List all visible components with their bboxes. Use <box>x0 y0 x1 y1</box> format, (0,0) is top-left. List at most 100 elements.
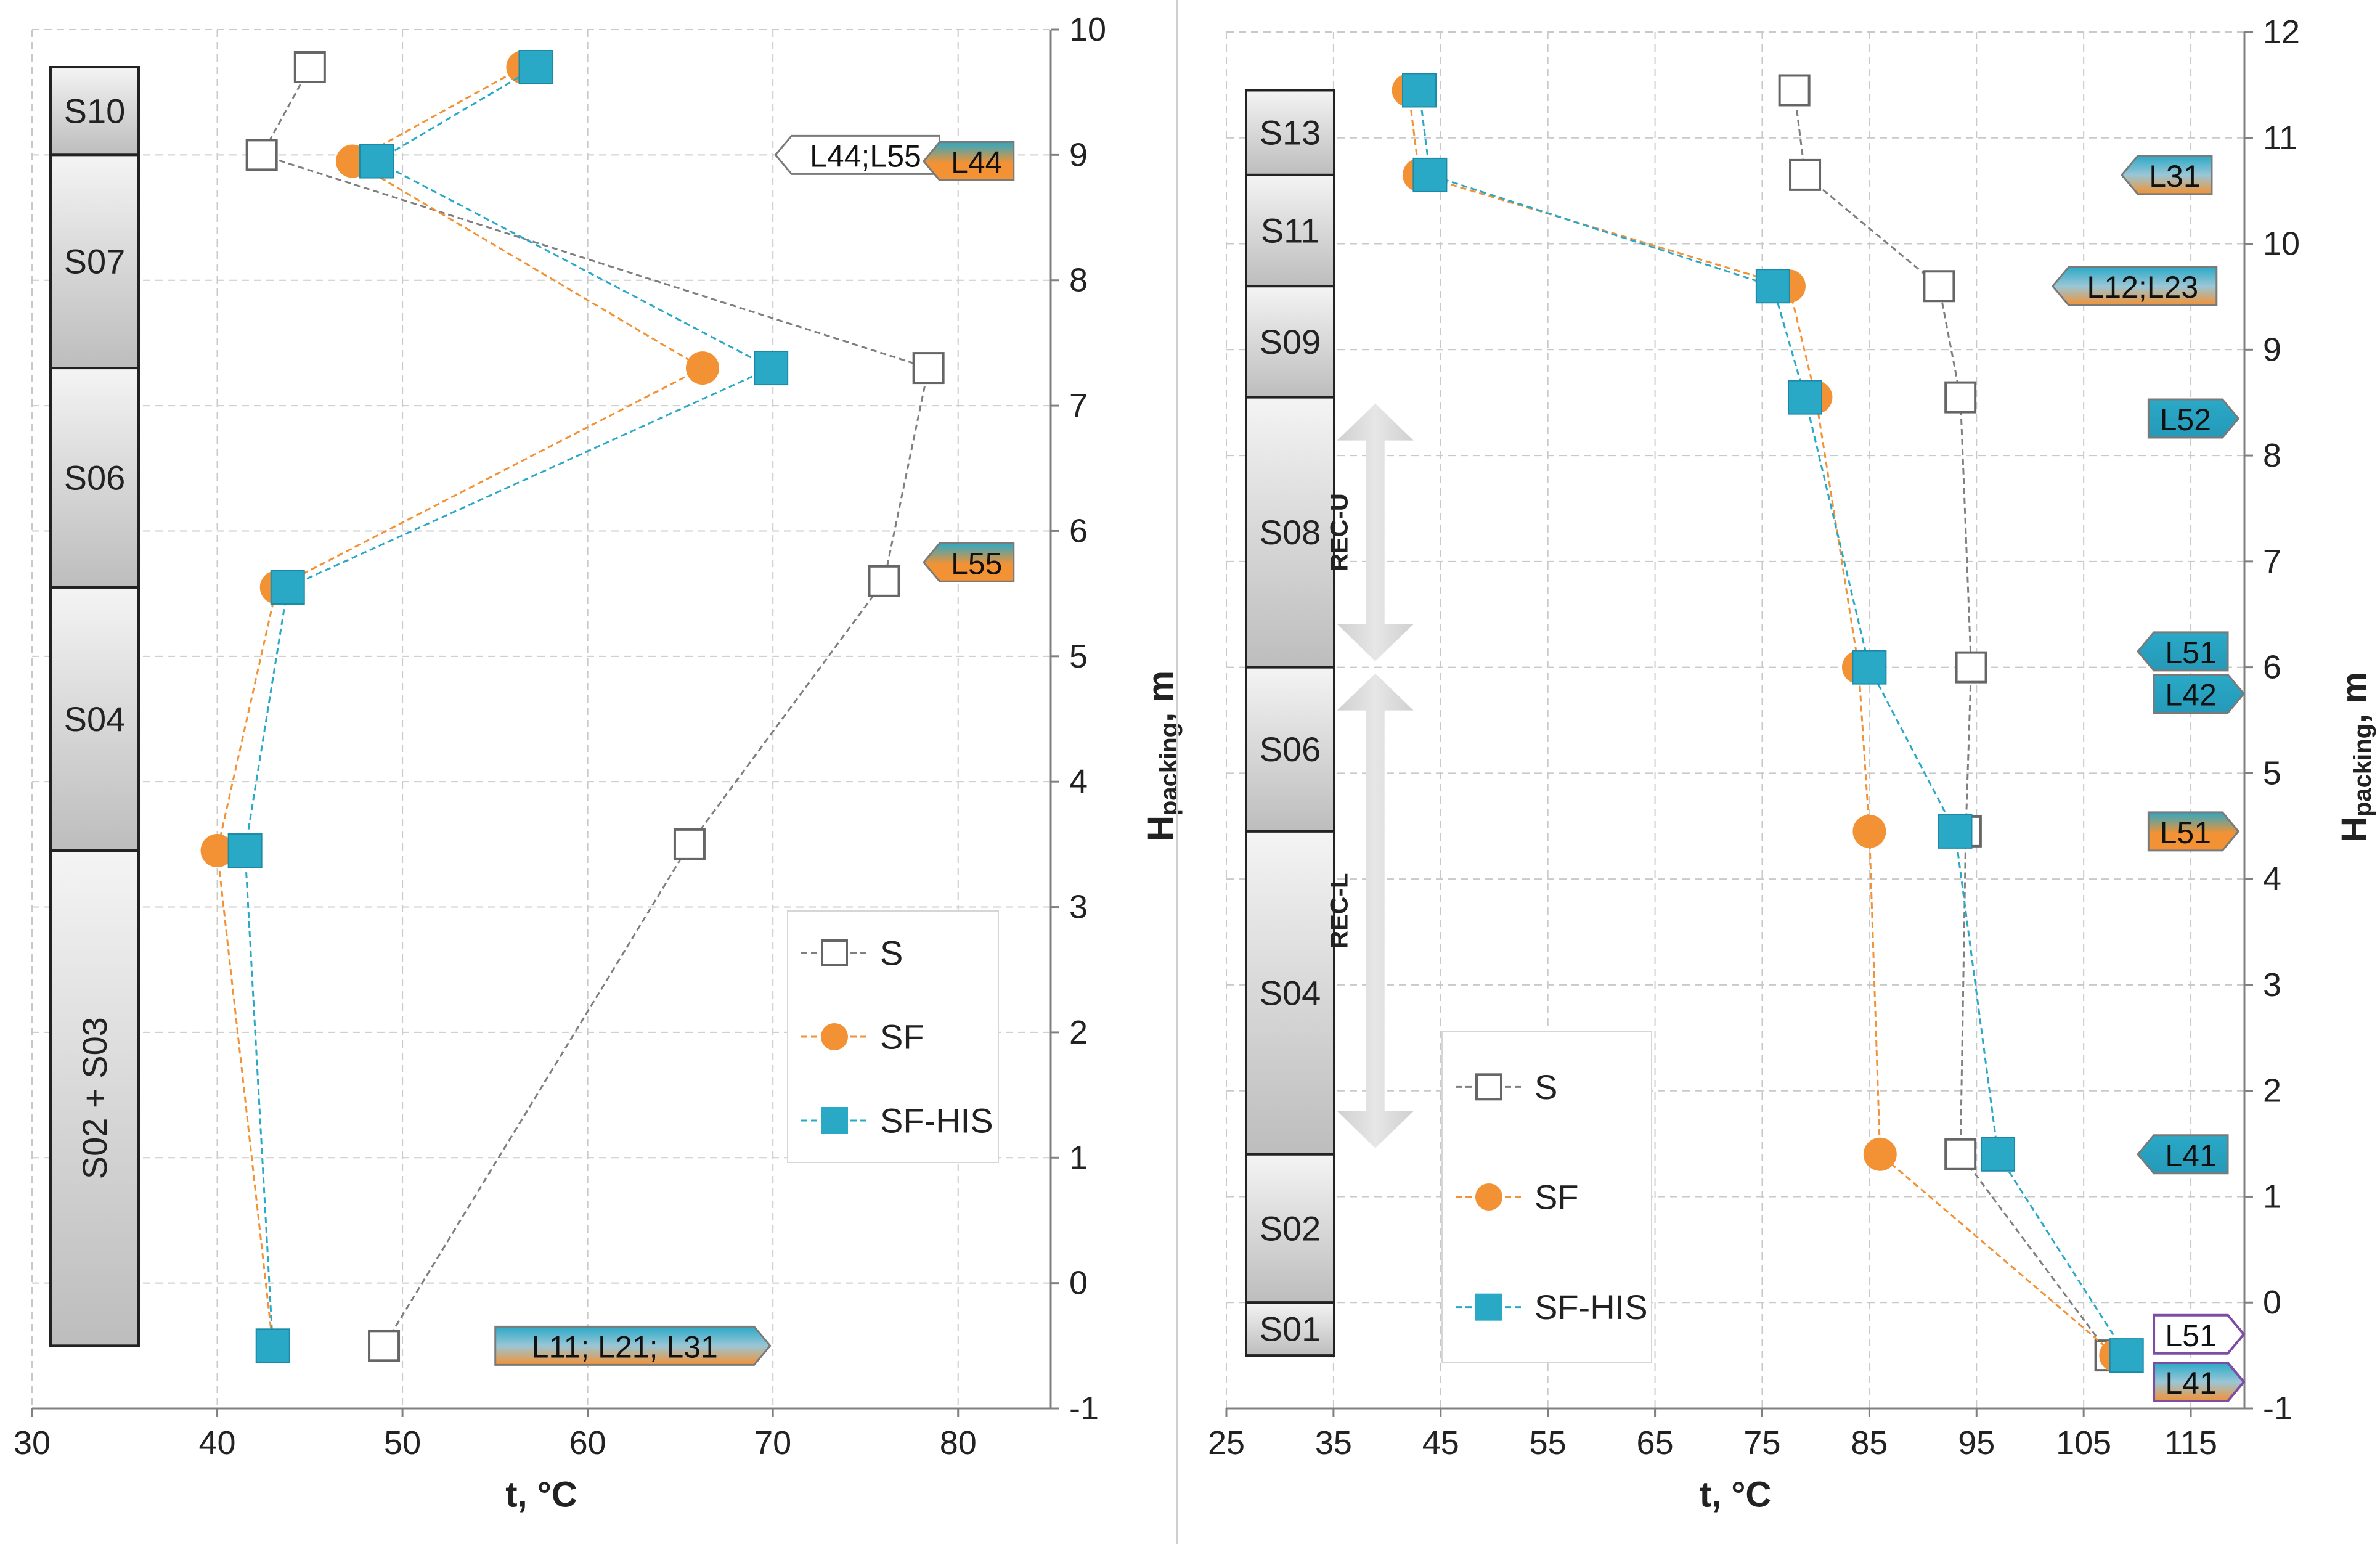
legend-marker <box>821 1107 848 1134</box>
y-axis-title: Hpacking, m <box>1141 671 1183 841</box>
stream-tag-label: L44;L55 <box>810 139 921 173</box>
section-block <box>1245 1301 1335 1357</box>
x-tick-label: 40 <box>199 1424 236 1461</box>
data-point <box>518 50 553 85</box>
stream-tag-shape <box>2153 674 2246 714</box>
section-block <box>49 66 140 157</box>
section-block <box>1245 173 1335 288</box>
series-line <box>1418 90 2127 1356</box>
y-tick-label: 0 <box>1069 1265 1088 1302</box>
y-tick-label: 5 <box>2263 754 2281 791</box>
x-tick-label: 80 <box>940 1424 977 1461</box>
section-block <box>1245 285 1335 399</box>
stream-tag-shape <box>2153 1313 2246 1355</box>
series-sf-his <box>1402 73 2144 1373</box>
section-label: S13 <box>1260 113 1321 152</box>
stream-tag: L31 <box>2121 155 2213 195</box>
x-axis-title: t, °C <box>505 1475 577 1515</box>
data-point <box>359 144 394 179</box>
stream-tag-shape <box>2147 811 2240 852</box>
y-axis-title-sub: packing <box>1155 722 1183 815</box>
stream-tag-shape <box>922 542 1015 582</box>
stream-tag: L55 <box>922 542 1015 582</box>
legend-marker <box>821 1023 848 1050</box>
series-line <box>216 66 705 1346</box>
data-point <box>1852 650 1887 685</box>
data-point <box>1863 1137 1897 1171</box>
y-tick-label: 11 <box>2263 120 2297 157</box>
stream-tag-shape <box>2137 631 2229 672</box>
legend-label: S <box>1534 1068 1557 1106</box>
x-tick-label: 60 <box>569 1424 606 1461</box>
section-label: S02 <box>1260 1209 1321 1248</box>
stream-tag: L12;L23 <box>2051 266 2218 306</box>
data-point <box>1944 1138 1977 1170</box>
chart-panel-1: 30 40 50 60 70 80 -1 0 1 2 3 4 5 6 7 8 9 10 t, °C Hpacking,… <box>14 11 1183 1515</box>
x-tick-label: 65 <box>1637 1424 1674 1461</box>
series-s <box>245 51 945 1362</box>
data-point <box>1955 651 1987 684</box>
data-point <box>293 51 326 84</box>
y-tick-label: 6 <box>1069 512 1088 549</box>
y-tick-label: 10 <box>1069 11 1106 48</box>
stream-tag-label: L42 <box>2165 678 2216 713</box>
y-tick-label: 5 <box>1069 638 1088 675</box>
y-tick-label: 7 <box>1069 387 1088 424</box>
section-label: S07 <box>64 242 126 281</box>
stream-tag-label: L31 <box>2149 159 2200 194</box>
y-tick-label: 8 <box>1069 262 1088 299</box>
legend-label: SF <box>880 1018 924 1056</box>
data-point <box>1778 74 1811 107</box>
y-axis-title-sub: packing <box>2349 724 2376 817</box>
section-label: S04 <box>1260 973 1321 1012</box>
stream-tag-label: L55 <box>951 546 1002 581</box>
y-tick-label: 1 <box>2263 1178 2281 1215</box>
data-point <box>1788 380 1823 415</box>
y-tick-label: 2 <box>1069 1014 1088 1051</box>
packing-sections: S10 S07 S06 S04 S02 + S03 <box>49 66 140 1347</box>
data-point <box>1852 814 1886 848</box>
stream-tag: L41 <box>2153 1362 2246 1403</box>
packing-sections: S13 S11 S09 S08 S06 S04 S02 S01 <box>1245 89 1335 1357</box>
series-line <box>1793 90 2111 1357</box>
data-point <box>1789 158 1822 191</box>
y-tick-label: 0 <box>2263 1284 2281 1321</box>
section-label: S01 <box>1260 1310 1321 1349</box>
stream-tag: L11; L21; L31 <box>494 1325 772 1366</box>
x-tick-label: 70 <box>754 1424 791 1461</box>
stream-tag-shape <box>2153 1362 2246 1403</box>
x-tick-label: 85 <box>1851 1424 1888 1461</box>
section-label: S08 <box>1260 513 1321 552</box>
data-point <box>1944 381 1977 414</box>
stream-tag-shape <box>2121 155 2213 195</box>
rec-arrow-label: REC-L <box>1326 873 1353 949</box>
stream-tag-label: L12;L23 <box>2087 270 2198 304</box>
legend-label: SF-HIS <box>1534 1288 1648 1326</box>
section-block <box>1245 1153 1335 1304</box>
stream-tag-shape <box>922 141 1015 182</box>
section-block <box>1245 666 1335 833</box>
section-label: S06 <box>64 459 126 497</box>
legend-label: S <box>880 934 903 973</box>
x-tick-label: 55 <box>1530 1424 1567 1461</box>
data-point <box>673 828 706 860</box>
legend: S SF SF-HIS <box>1441 1031 1652 1363</box>
data-point <box>1402 73 1437 108</box>
stream-tag-label: L41 <box>2165 1138 2216 1173</box>
section-block <box>49 153 140 370</box>
data-point <box>368 1330 401 1362</box>
x-tick-label: 50 <box>384 1424 421 1461</box>
section-label: S06 <box>1260 730 1321 769</box>
stream-tag: L44 <box>922 141 1015 182</box>
data-point <box>200 834 234 868</box>
rec-arrow <box>1337 673 1414 1148</box>
y-tick-label: 9 <box>1069 136 1088 173</box>
section-block <box>1245 89 1335 176</box>
stream-tag: L42 <box>2153 674 2246 714</box>
legend-label: SF-HIS <box>880 1101 993 1140</box>
data-point <box>868 565 900 597</box>
stream-tag-shape <box>2147 398 2240 439</box>
data-point <box>1938 814 1973 849</box>
y-tick-label: 9 <box>2263 331 2281 368</box>
